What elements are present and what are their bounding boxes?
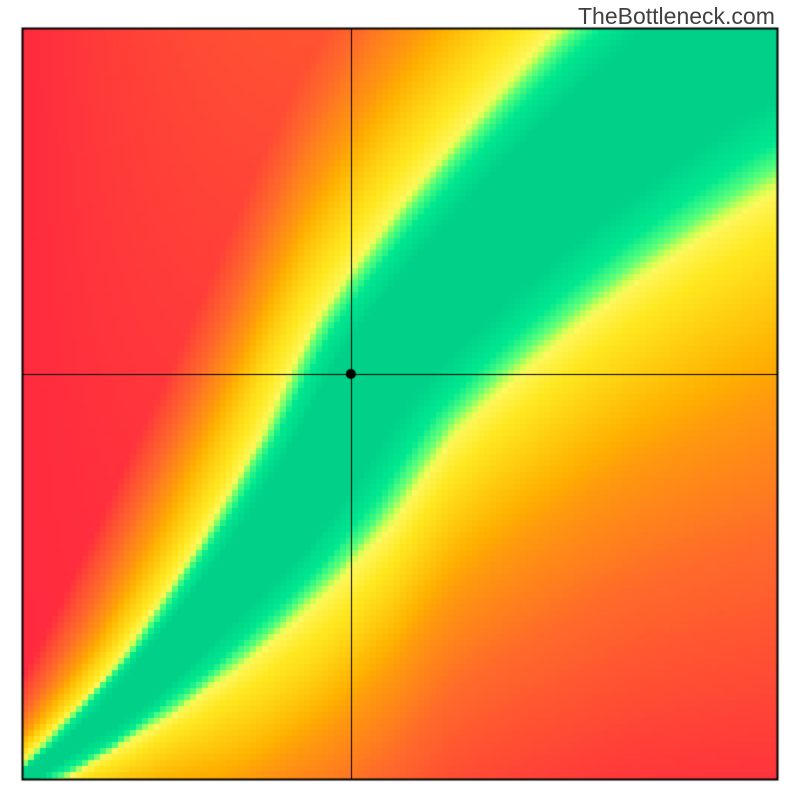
heatmap-canvas	[0, 0, 800, 800]
attribution-text: TheBottleneck.com	[578, 3, 775, 30]
chart-container: TheBottleneck.com	[0, 0, 800, 800]
